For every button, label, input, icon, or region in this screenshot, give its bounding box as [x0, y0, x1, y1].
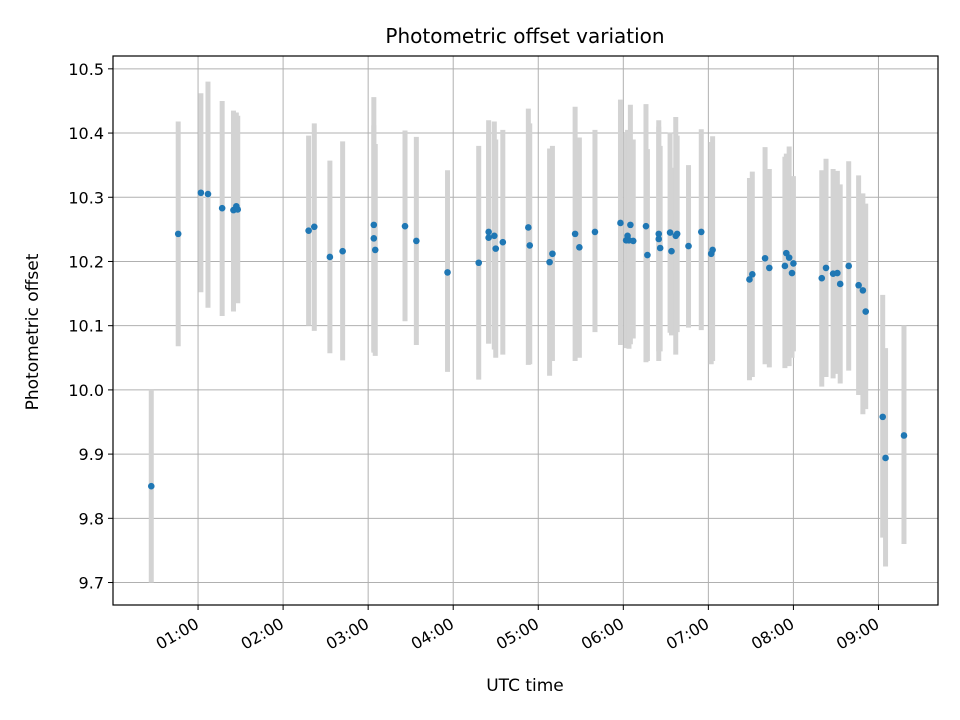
x-axis-label: UTC time — [486, 676, 564, 696]
data-point — [879, 413, 887, 421]
y-tick-label: 10.4 — [68, 124, 104, 143]
data-point — [862, 308, 870, 315]
chart-title: Photometric offset variation — [385, 24, 664, 48]
plot-frame — [112, 55, 939, 606]
data-point — [749, 271, 756, 278]
data-point — [444, 269, 451, 276]
data-point — [174, 230, 182, 238]
y-tick-label: 9.7 — [79, 574, 104, 593]
data-point — [147, 482, 155, 490]
data-point — [709, 246, 716, 254]
data-point — [746, 276, 753, 283]
data-point — [644, 251, 651, 259]
data-point — [627, 221, 634, 229]
data-point — [822, 264, 830, 272]
data-point — [549, 250, 556, 258]
data-point — [525, 224, 532, 231]
data-point — [790, 260, 797, 267]
data-point — [655, 230, 663, 238]
data-point — [766, 264, 773, 272]
data-point — [491, 232, 498, 240]
data-point — [788, 269, 796, 277]
data-point — [761, 254, 769, 262]
y-tick-label: 9.8 — [79, 509, 104, 528]
data-point — [697, 228, 705, 236]
point-layer — [147, 189, 908, 490]
data-point — [781, 262, 789, 270]
data-point — [656, 244, 664, 252]
y-tick-label: 9.9 — [79, 445, 104, 464]
data-point — [234, 206, 242, 213]
y-tick-label: 10.2 — [68, 252, 104, 271]
data-point — [685, 242, 692, 250]
y-tick-label: 10.0 — [68, 381, 104, 400]
data-point — [492, 245, 500, 252]
data-point — [666, 229, 674, 236]
data-point — [571, 230, 579, 238]
data-point — [900, 432, 908, 439]
data-point — [818, 274, 826, 282]
data-point — [204, 190, 212, 198]
data-point — [546, 258, 553, 266]
data-point — [629, 237, 637, 245]
data-point — [197, 189, 205, 197]
data-point — [485, 228, 492, 236]
data-point — [499, 238, 507, 246]
data-point — [617, 219, 624, 227]
data-point — [836, 280, 844, 288]
y-tick-label: 10.3 — [68, 188, 104, 207]
data-point — [576, 244, 583, 251]
data-point — [218, 204, 226, 212]
data-point — [370, 235, 378, 242]
data-point — [591, 228, 599, 236]
data-point — [859, 287, 867, 294]
data-point — [401, 222, 409, 230]
data-point — [326, 253, 334, 261]
y-tick-label: 10.5 — [68, 60, 104, 79]
grid-layer — [113, 56, 938, 605]
data-point — [475, 259, 483, 267]
data-point — [413, 237, 420, 245]
y-axis-label: Photometric offset — [23, 253, 43, 410]
data-point — [855, 281, 862, 289]
data-point — [339, 247, 346, 255]
data-point — [655, 235, 663, 243]
data-point — [371, 246, 379, 254]
data-point — [785, 254, 793, 261]
data-point — [485, 234, 492, 242]
data-point — [370, 221, 378, 229]
y-tick-label: 10.1 — [68, 317, 104, 336]
data-point — [526, 242, 534, 249]
data-point — [834, 269, 841, 277]
data-point — [642, 222, 650, 230]
data-point — [882, 454, 889, 462]
data-point — [668, 247, 675, 255]
data-point — [845, 262, 852, 270]
data-point — [310, 223, 318, 231]
data-point — [305, 227, 312, 234]
data-point — [673, 230, 681, 238]
